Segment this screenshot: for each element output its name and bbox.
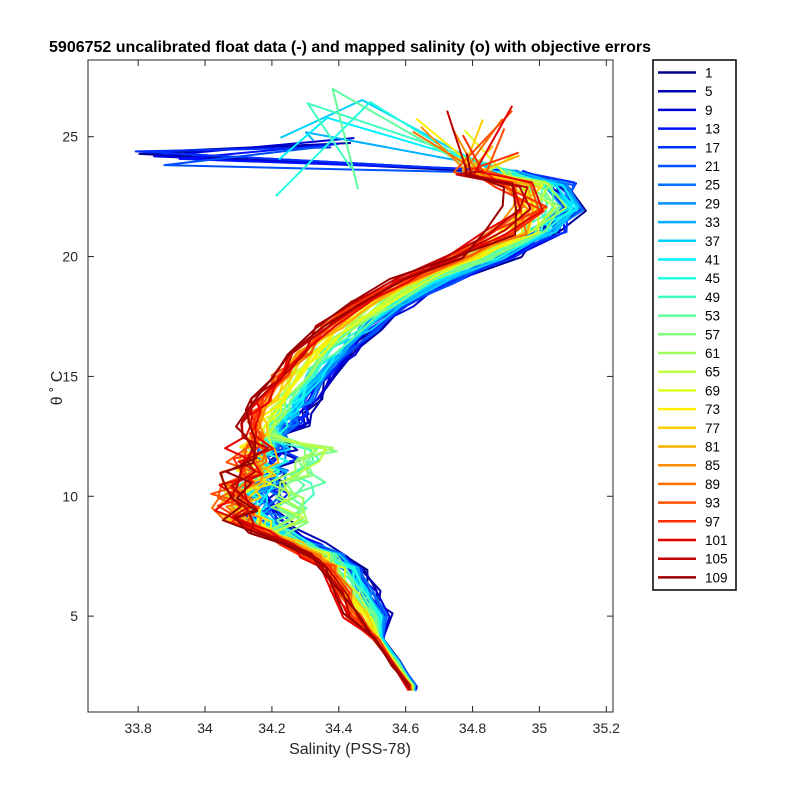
y-tick-label: 20 xyxy=(62,249,78,265)
legend-label: 73 xyxy=(705,402,720,417)
x-tick-label: 34.2 xyxy=(258,720,285,736)
legend-label: 33 xyxy=(705,215,720,230)
legend-label: 105 xyxy=(705,552,728,567)
legend-label: 5 xyxy=(705,84,713,99)
legend-label: 45 xyxy=(705,271,720,286)
legend-label: 9 xyxy=(705,103,713,118)
chart-title: 5906752 uncalibrated float data (-) and … xyxy=(49,39,651,56)
legend-label: 61 xyxy=(705,346,720,361)
legend-label: 97 xyxy=(705,514,720,529)
legend-label: 37 xyxy=(705,234,720,249)
profile-line xyxy=(225,152,505,687)
x-tick-label: 35.2 xyxy=(593,720,620,736)
legend-label: 89 xyxy=(705,477,720,492)
y-tick-label: 25 xyxy=(62,129,78,145)
profiles-layer xyxy=(134,87,587,692)
legend-label: 29 xyxy=(705,196,720,211)
legend-label: 49 xyxy=(705,290,720,305)
x-tick-label: 33.8 xyxy=(125,720,152,736)
x-axis: 33.8 34 34.2 34.4 34.6 34.8 35 35.2 xyxy=(125,60,620,736)
legend-label: 17 xyxy=(705,140,720,155)
legend-label: 41 xyxy=(705,253,720,268)
legend-label: 93 xyxy=(705,496,720,511)
x-tick-label: 35 xyxy=(532,720,548,736)
x-tick-label: 34 xyxy=(197,720,213,736)
legend-box xyxy=(652,59,737,591)
legend: 1 5 9 13 17 21 25 29 33 37 41 45 49 53 57 61 65 69 73 77 81 8… xyxy=(652,59,737,591)
legend-label: 65 xyxy=(705,365,720,380)
legend-label: 77 xyxy=(705,421,720,436)
legend-label: 101 xyxy=(705,533,728,548)
y-axis: 5 10 15 20 25 xyxy=(62,129,613,624)
legend-label: 13 xyxy=(705,122,720,137)
x-tick-label: 34.4 xyxy=(325,720,352,736)
x-tick-label: 34.6 xyxy=(392,720,419,736)
y-axis-label: θ ˚ C xyxy=(49,371,66,406)
legend-label: 81 xyxy=(705,440,720,455)
legend-label: 109 xyxy=(705,570,728,585)
plot-frame xyxy=(87,59,614,713)
y-tick-label: 5 xyxy=(70,608,78,624)
legend-label: 21 xyxy=(705,159,720,174)
legend-label: 57 xyxy=(705,327,720,342)
x-tick-label: 34.8 xyxy=(459,720,486,736)
legend-label: 69 xyxy=(705,383,720,398)
legend-label: 85 xyxy=(705,458,720,473)
y-tick-label: 15 xyxy=(62,368,78,384)
legend-label: 25 xyxy=(705,178,720,193)
x-axis-label: Salinity (PSS-78) xyxy=(289,741,411,758)
legend-label: 53 xyxy=(705,309,720,324)
profile-line xyxy=(219,165,518,691)
y-tick-label: 10 xyxy=(62,488,78,504)
legend-label: 1 xyxy=(705,66,713,81)
